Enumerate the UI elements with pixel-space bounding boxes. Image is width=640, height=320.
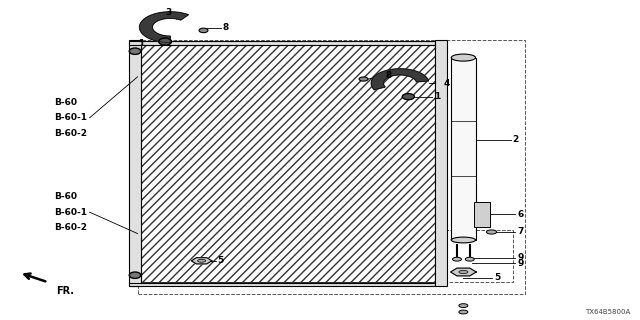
- Text: 2: 2: [513, 135, 519, 144]
- Polygon shape: [451, 268, 476, 276]
- Text: 7: 7: [517, 228, 524, 236]
- Text: B-60: B-60: [54, 192, 77, 201]
- Text: B-60-1: B-60-1: [54, 208, 88, 217]
- Text: 8: 8: [222, 23, 228, 32]
- Bar: [435, 40, 447, 286]
- Ellipse shape: [129, 48, 141, 54]
- Ellipse shape: [199, 28, 208, 33]
- Ellipse shape: [359, 77, 368, 81]
- Ellipse shape: [465, 257, 474, 261]
- Text: 1: 1: [138, 39, 144, 48]
- Ellipse shape: [129, 272, 141, 278]
- Ellipse shape: [403, 93, 415, 100]
- Ellipse shape: [459, 310, 468, 314]
- Text: 5: 5: [494, 273, 500, 282]
- Bar: [129, 40, 141, 286]
- Bar: [141, 45, 435, 282]
- Text: B-60-2: B-60-2: [54, 223, 88, 232]
- Ellipse shape: [159, 38, 172, 45]
- Text: 9: 9: [517, 259, 524, 268]
- Ellipse shape: [451, 54, 476, 61]
- Text: TX64B5800A: TX64B5800A: [585, 309, 630, 315]
- Polygon shape: [191, 258, 212, 264]
- Bar: [129, 283, 435, 286]
- Bar: [451, 58, 476, 240]
- Text: 1: 1: [434, 92, 440, 101]
- Text: 8: 8: [386, 71, 392, 80]
- Ellipse shape: [451, 237, 476, 243]
- Text: FR.: FR.: [56, 286, 74, 296]
- Text: 9: 9: [517, 253, 524, 262]
- Text: 3: 3: [165, 8, 172, 17]
- Ellipse shape: [198, 260, 205, 262]
- Polygon shape: [140, 12, 188, 43]
- Bar: [444, 230, 513, 282]
- Ellipse shape: [459, 270, 468, 274]
- Text: 5: 5: [218, 256, 224, 265]
- Bar: [129, 41, 435, 45]
- Ellipse shape: [452, 257, 461, 261]
- Text: 6: 6: [517, 210, 524, 219]
- Bar: [474, 202, 490, 227]
- Text: B-60: B-60: [54, 98, 77, 107]
- Text: B-60-2: B-60-2: [54, 129, 88, 138]
- Text: 4: 4: [444, 79, 450, 88]
- Ellipse shape: [486, 230, 497, 234]
- Text: B-60-1: B-60-1: [54, 113, 88, 122]
- Bar: [138, 40, 525, 294]
- Polygon shape: [371, 69, 428, 90]
- Ellipse shape: [459, 304, 468, 308]
